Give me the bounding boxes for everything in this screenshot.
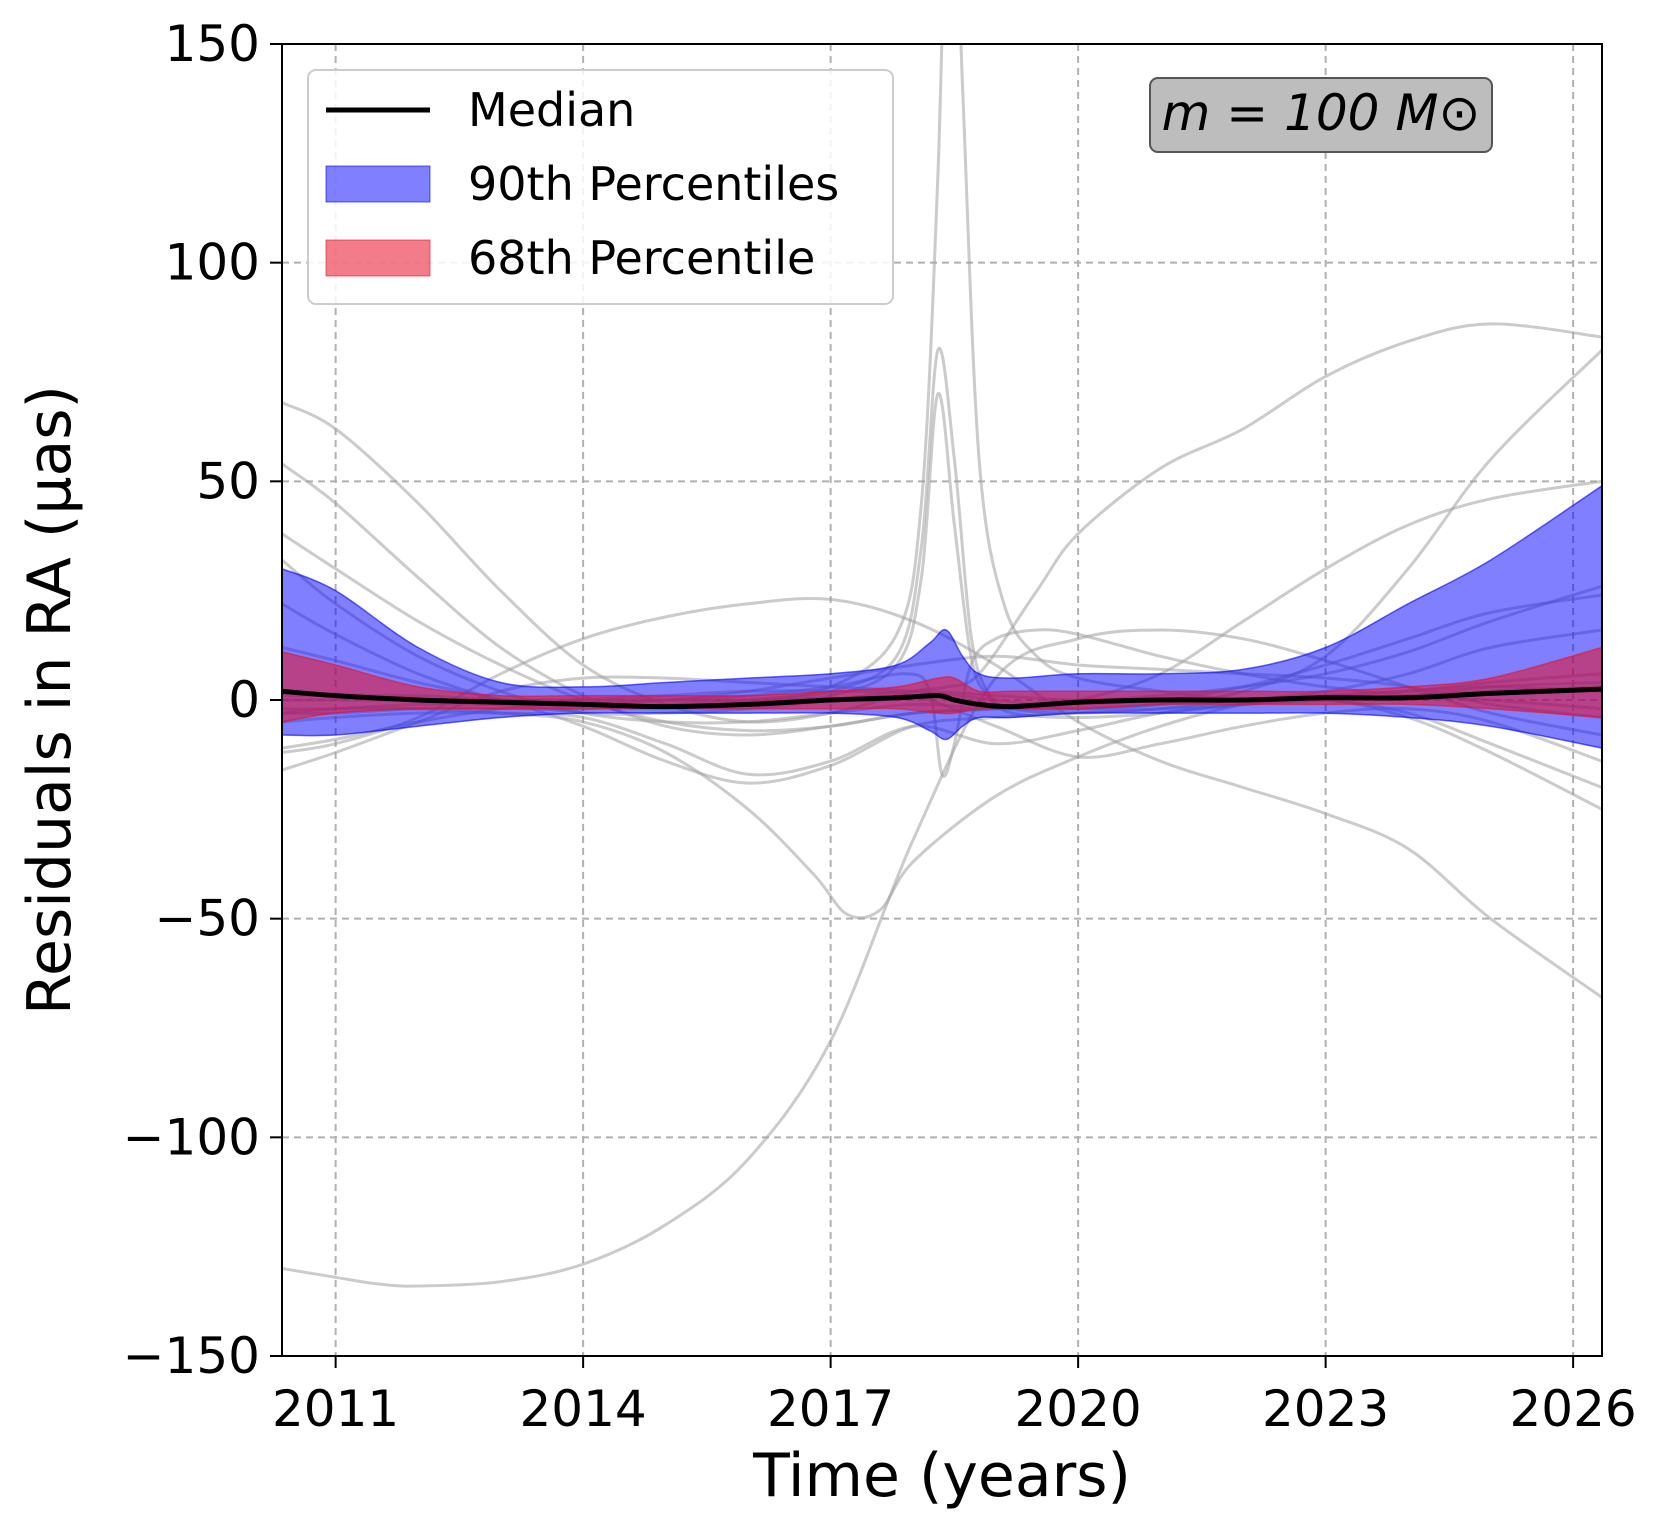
annotation-box xyxy=(1149,77,1493,153)
legend-68-swatch xyxy=(325,239,431,277)
mass-annotation: m = 100 M⊙ xyxy=(1149,77,1493,153)
annotation-text: m = 100 M⊙ xyxy=(1162,84,1481,142)
legend-90-label: 90th Percentiles xyxy=(468,157,839,211)
ticks: 2011 2014 2017 2020 2023 2026 −150 −100 −50 0 50 10… xyxy=(123,15,1637,1438)
band-90th-percentile xyxy=(282,484,1602,749)
x-tick-label: 2011 xyxy=(272,1380,399,1438)
x-tick-label: 2026 xyxy=(1510,1380,1637,1438)
median-line xyxy=(282,686,1602,710)
y-axis-label: Residuals in RA (μas) xyxy=(15,385,85,1015)
x-tick-label: 2017 xyxy=(767,1380,894,1438)
sample-curve xyxy=(282,596,1602,999)
legend: Median 90th Percentiles 68th Percentile xyxy=(307,69,894,305)
legend-median-label: Median xyxy=(468,83,635,137)
x-tick-label: 2020 xyxy=(1015,1380,1142,1438)
y-tick-label: 0 xyxy=(228,671,260,729)
y-tick-label: 150 xyxy=(165,15,260,73)
y-tick-label: −100 xyxy=(123,1108,260,1166)
y-tick-label: 100 xyxy=(165,234,260,292)
x-tick-label: 2023 xyxy=(1262,1380,1389,1438)
y-tick-label: −50 xyxy=(154,890,260,948)
legend-68-label: 68th Percentile xyxy=(468,231,815,285)
x-tick-label: 2014 xyxy=(520,1380,647,1438)
legend-box xyxy=(307,69,894,305)
legend-90-swatch xyxy=(325,165,431,203)
data-layer xyxy=(282,44,1602,1288)
y-tick-label: −150 xyxy=(123,1327,260,1385)
x-axis-label: Time (years) xyxy=(752,1441,1131,1511)
y-tick-label: 50 xyxy=(196,452,260,510)
